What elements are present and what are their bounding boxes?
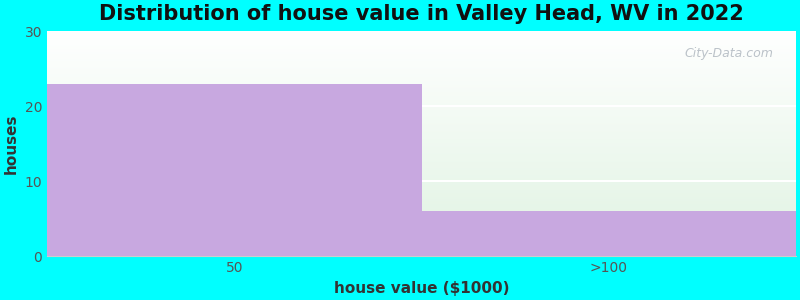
X-axis label: house value ($1000): house value ($1000) — [334, 281, 510, 296]
Bar — [47, 84, 422, 256]
Title: Distribution of house value in Valley Head, WV in 2022: Distribution of house value in Valley He… — [99, 4, 744, 24]
Text: City-Data.com: City-Data.com — [685, 47, 774, 60]
Y-axis label: houses: houses — [4, 114, 19, 174]
Bar — [422, 212, 796, 256]
